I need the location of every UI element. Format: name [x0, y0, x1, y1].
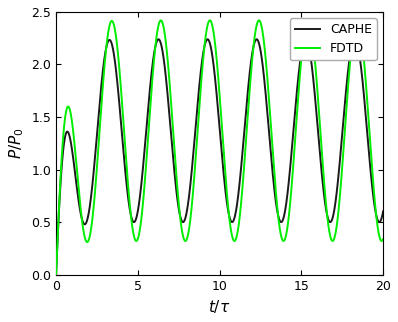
CAPHE — [247, 72, 252, 76]
FDTD — [355, 18, 359, 22]
CAPHE — [172, 171, 177, 175]
CAPHE — [261, 74, 266, 78]
FDTD — [70, 124, 75, 128]
X-axis label: $t/\tau$: $t/\tau$ — [209, 298, 231, 315]
Line: CAPHE: CAPHE — [56, 39, 383, 275]
FDTD — [172, 148, 177, 152]
FDTD — [54, 273, 59, 277]
CAPHE — [54, 273, 59, 277]
CAPHE — [205, 37, 210, 41]
FDTD — [247, 89, 252, 93]
FDTD — [261, 39, 266, 43]
FDTD — [381, 237, 386, 241]
CAPHE — [296, 73, 301, 77]
CAPHE — [314, 106, 318, 110]
Line: FDTD: FDTD — [56, 20, 383, 275]
FDTD — [314, 71, 318, 75]
FDTD — [296, 91, 301, 95]
Y-axis label: $P/P_0$: $P/P_0$ — [7, 128, 25, 159]
CAPHE — [70, 151, 75, 155]
Legend: CAPHE, FDTD: CAPHE, FDTD — [290, 18, 377, 61]
CAPHE — [381, 209, 386, 213]
